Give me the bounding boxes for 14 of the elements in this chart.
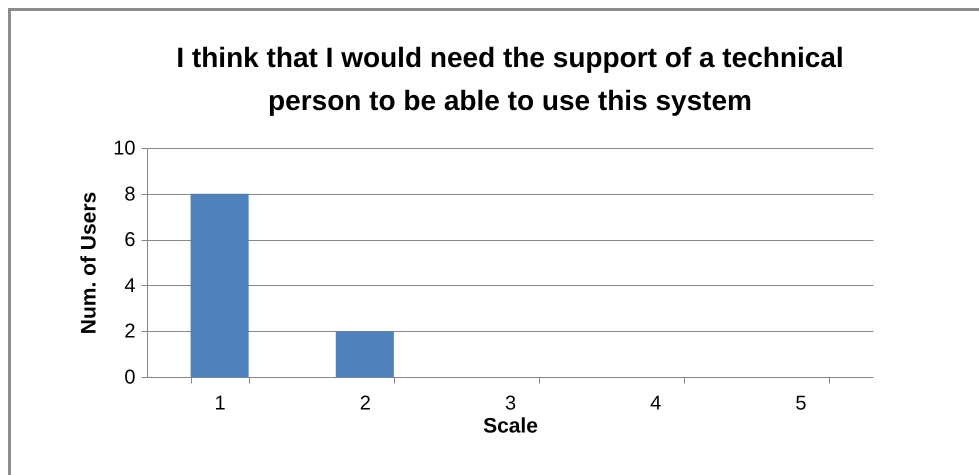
y-tick-label: 2 <box>124 320 136 343</box>
y-axis-title: Num. of Users <box>77 192 100 334</box>
x-tick-label: 1 <box>214 392 226 414</box>
x-axis-title: Scale <box>483 414 538 438</box>
y-tick-label: 4 <box>124 274 136 297</box>
y-tick-label: 10 <box>113 138 136 160</box>
x-tick-label: 2 <box>360 392 371 414</box>
chart-title: I think that I would need the support of a technical person to be able to use this system <box>176 42 844 116</box>
x-tick-label: 5 <box>795 392 806 414</box>
y-tick-label: 8 <box>124 183 136 206</box>
y-tick-label: 6 <box>124 229 136 252</box>
x-tick-label: 3 <box>504 392 516 414</box>
x-tick-label: 4 <box>650 392 662 414</box>
y-tick-label: 0 <box>124 366 136 388</box>
